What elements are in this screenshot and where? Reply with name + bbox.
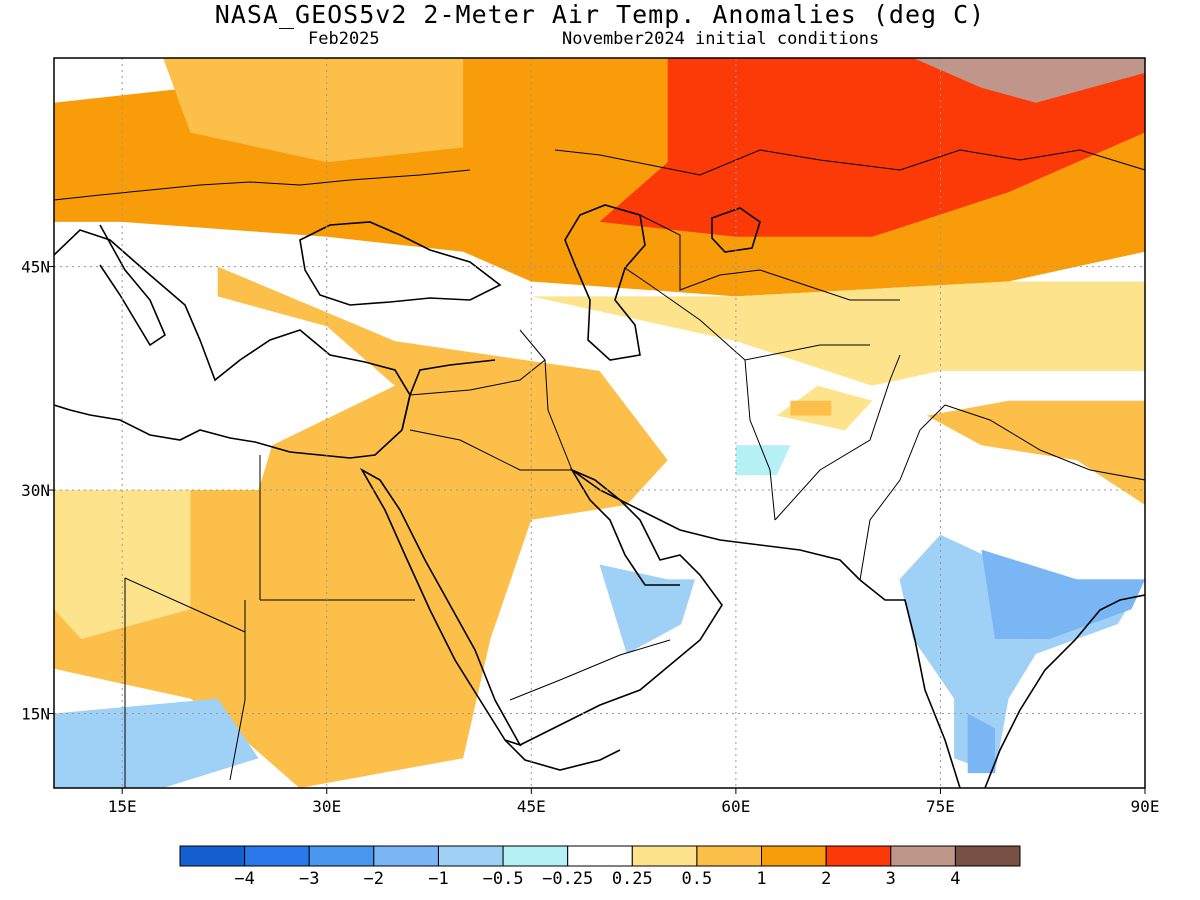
caspian-sea-coast xyxy=(564,204,646,361)
colorbar-swatch-7 xyxy=(631,845,698,867)
anomaly-region-2 xyxy=(599,58,1145,237)
border-sudan-chad xyxy=(229,600,246,781)
colorbar-swatch-6 xyxy=(567,845,633,867)
border-russia-kazakhstan xyxy=(554,149,1145,176)
colorbar-swatch-0 xyxy=(179,845,246,867)
lon-tick-label: 30E xyxy=(312,797,341,816)
axis-ticks: 15E 30E 45E 60E 75E 90E 45N 30N 15N xyxy=(21,258,1159,816)
colorbar-swatch-2 xyxy=(308,845,375,867)
india-coast xyxy=(859,579,1145,788)
colorbar-label: 4 xyxy=(950,869,960,889)
north-africa-coast xyxy=(54,404,403,459)
colorbar: −4 −3 −2 −1 −0.5 −0.25 0.25 0.5 1 2 3 4 xyxy=(179,845,1021,889)
border-saudi-iraq xyxy=(409,429,572,471)
graticule xyxy=(54,58,1145,788)
colorbar-swatch-9 xyxy=(761,845,827,867)
colorbar-label: 0.25 xyxy=(612,869,653,889)
black-sea-coast xyxy=(299,221,502,306)
iran-coast xyxy=(571,469,861,581)
valid-month-label: Feb2025 xyxy=(308,29,380,49)
colorbar-swatch-4 xyxy=(438,845,504,867)
colorbar-swatch-8 xyxy=(696,845,763,867)
anomaly-region-8 xyxy=(790,400,832,416)
anomaly-region-14 xyxy=(54,698,259,788)
colorbar-swatch-10 xyxy=(825,845,892,867)
lat-tick-label: 15N xyxy=(21,705,50,724)
mediterranean-north-coast xyxy=(54,229,411,431)
anomaly-region-6 xyxy=(531,281,1145,386)
colorbar-label: 1 xyxy=(756,869,766,889)
country-borders xyxy=(54,149,1145,788)
anomaly-region-15 xyxy=(735,445,791,476)
border-iran-afghanistan xyxy=(744,359,776,521)
lat-tick-label: 45N xyxy=(21,258,50,277)
colorbar-label: −3 xyxy=(299,869,319,889)
colorbar-label: −4 xyxy=(234,869,254,889)
border-central-asia xyxy=(624,267,870,361)
border-europe-north xyxy=(54,169,471,201)
coastlines xyxy=(54,204,1145,788)
anomaly-shading xyxy=(54,58,1145,788)
anomaly-region-5 xyxy=(54,490,191,639)
lat-tick-label: 30N xyxy=(21,481,50,500)
colorbar-swatch-11 xyxy=(890,845,956,867)
border-pakistan-india xyxy=(859,404,946,581)
colorbar-swatch-3 xyxy=(373,845,439,867)
anomaly-region-11 xyxy=(981,549,1145,639)
colorbar-swatch-5 xyxy=(502,845,569,867)
lon-tick-label: 45E xyxy=(517,797,546,816)
lon-tick-label: 60E xyxy=(721,797,750,816)
colorbar-label: −2 xyxy=(364,869,384,889)
colorbar-label: 3 xyxy=(886,869,896,889)
colorbar-label: −1 xyxy=(428,869,448,889)
border-saudi-yemen xyxy=(509,639,671,701)
chart-title: NASA_GEOS5v2 2-Meter Air Temp. Anomalies… xyxy=(214,0,986,29)
border-china-india xyxy=(944,404,1145,481)
map-frame xyxy=(53,57,1146,789)
border-kazakhstan xyxy=(639,214,900,301)
border-iran-iraq xyxy=(519,329,573,471)
aral-sea-coast xyxy=(711,207,761,253)
anomaly-region-13 xyxy=(599,564,695,654)
anomaly-region-9 xyxy=(926,400,1145,505)
colorbar-label: −0.5 xyxy=(483,869,524,889)
colorbar-label: 2 xyxy=(821,869,831,889)
colorbar-label: −0.25 xyxy=(542,869,593,889)
anomaly-region-4 xyxy=(54,266,668,788)
lon-tick-label: 90E xyxy=(1131,797,1160,816)
levant-coast xyxy=(401,359,496,431)
anomaly-region-1 xyxy=(163,58,464,163)
border-libya-chad xyxy=(124,577,246,633)
lon-tick-label: 15E xyxy=(108,797,137,816)
horn-of-africa-coast xyxy=(504,739,621,771)
init-conditions-label: November2024 initial conditions xyxy=(562,29,880,49)
lon-tick-label: 75E xyxy=(926,797,955,816)
colorbar-swatch-12 xyxy=(954,845,1021,867)
colorbar-swatch-1 xyxy=(244,845,310,867)
anomaly-region-3 xyxy=(913,58,1145,103)
border-afghanistan-pakistan xyxy=(774,354,901,521)
anomaly-region-12 xyxy=(967,713,995,774)
arabian-peninsula-coast xyxy=(519,468,723,746)
colorbar-label: 0.5 xyxy=(682,869,713,889)
border-turkey-syria xyxy=(409,359,546,396)
